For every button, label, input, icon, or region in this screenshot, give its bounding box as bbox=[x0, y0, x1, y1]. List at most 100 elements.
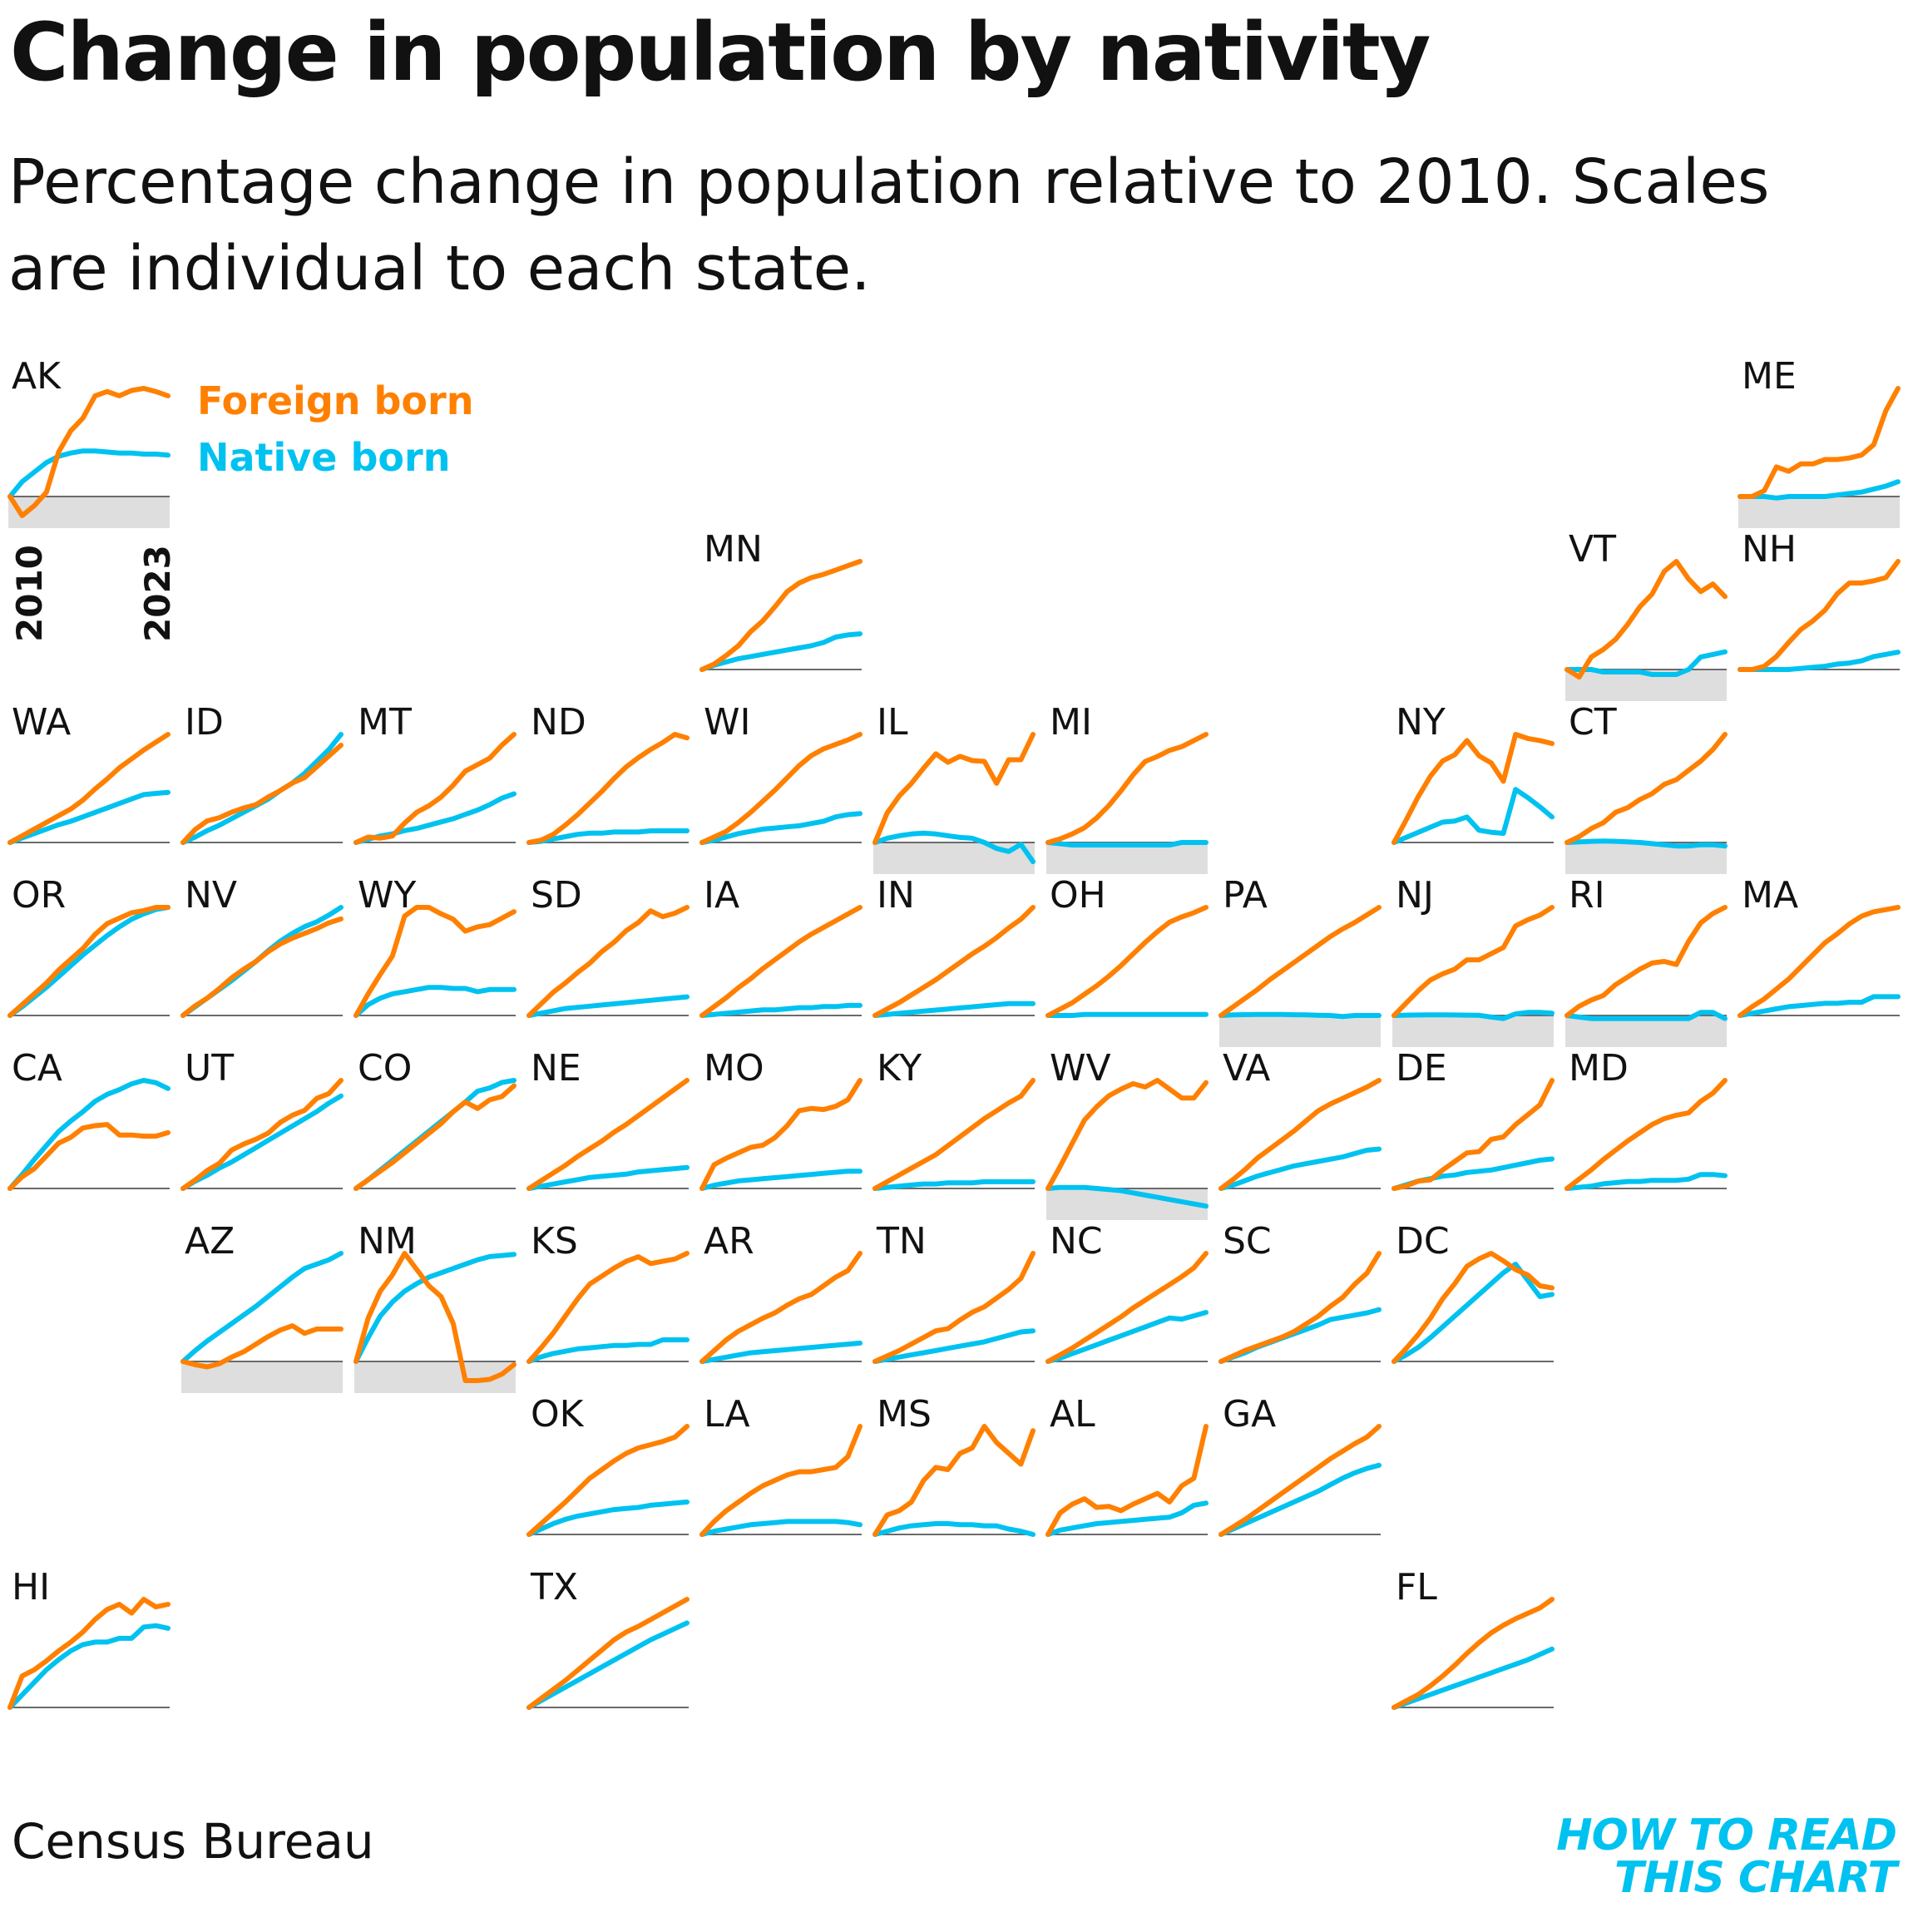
tile-wv: WV bbox=[1045, 1047, 1209, 1220]
source-credit: Census Bureau bbox=[12, 1813, 374, 1870]
line-native-born bbox=[1391, 1156, 1555, 1191]
chart-subtitle: Percentage change in population relative… bbox=[8, 146, 1770, 304]
line-foreign-born bbox=[1045, 1078, 1209, 1191]
tile-dc: DC bbox=[1391, 1220, 1555, 1364]
line-foreign-born bbox=[526, 905, 690, 1018]
state-label: TX bbox=[530, 1566, 578, 1608]
line-native-born bbox=[526, 1500, 690, 1537]
line-native-born bbox=[7, 905, 171, 1018]
line-native-born bbox=[872, 1328, 1036, 1364]
line-native-born bbox=[699, 1340, 863, 1364]
state-label: MT bbox=[358, 701, 412, 744]
negative-shading bbox=[1392, 1015, 1554, 1047]
tile-ma: MA bbox=[1738, 874, 1901, 1018]
line-foreign-born bbox=[1738, 905, 1901, 1018]
state-label: ID bbox=[185, 701, 224, 744]
tile-az: AZ bbox=[180, 1220, 344, 1393]
line-native-born bbox=[872, 1178, 1036, 1191]
line-native-born bbox=[1391, 1010, 1555, 1021]
tile-tn: TN bbox=[872, 1220, 1036, 1364]
line-native-born bbox=[1045, 840, 1209, 847]
state-label: NM bbox=[358, 1220, 417, 1262]
line-native-born bbox=[699, 1519, 863, 1537]
tile-wi: WI bbox=[699, 701, 863, 845]
line-native-born bbox=[526, 828, 690, 845]
state-label: SC bbox=[1223, 1220, 1272, 1262]
state-label: OH bbox=[1050, 874, 1106, 917]
line-native-born bbox=[7, 1623, 171, 1710]
tile-sc: SC bbox=[1218, 1220, 1382, 1364]
line-native-born bbox=[1738, 479, 1901, 501]
tile-ok: OK bbox=[526, 1393, 690, 1537]
tile-fl: FL bbox=[1391, 1566, 1555, 1710]
tile-me: ME bbox=[1738, 355, 1901, 528]
line-foreign-born bbox=[699, 905, 863, 1018]
line-foreign-born bbox=[7, 386, 171, 518]
tile-nc: NC bbox=[1045, 1220, 1209, 1364]
state-label: LA bbox=[704, 1393, 750, 1435]
line-foreign-born bbox=[7, 1597, 171, 1710]
legend-native-born: Native born bbox=[197, 435, 450, 480]
legend: Foreign born Native born 2010 2023 bbox=[9, 378, 473, 642]
line-native-born bbox=[699, 1169, 863, 1191]
line-foreign-born bbox=[1391, 1078, 1555, 1191]
line-foreign-born bbox=[1565, 905, 1728, 1018]
state-label: MD bbox=[1569, 1047, 1629, 1090]
negative-shading bbox=[8, 497, 170, 528]
line-native-born bbox=[353, 985, 517, 1018]
chart-title: Change in population by nativity bbox=[10, 6, 1431, 99]
line-foreign-born bbox=[526, 732, 690, 845]
line-foreign-born bbox=[1218, 1424, 1382, 1537]
tile-nd: ND bbox=[526, 701, 690, 845]
tile-nv: NV bbox=[180, 874, 344, 1018]
line-native-born bbox=[1391, 1646, 1555, 1710]
tile-ar: AR bbox=[699, 1220, 863, 1364]
legend-foreign-born: Foreign born bbox=[197, 378, 473, 423]
tile-nm: NM bbox=[353, 1220, 517, 1393]
tile-ct: CT bbox=[1565, 701, 1728, 874]
line-native-born bbox=[1218, 1307, 1382, 1364]
line-foreign-born bbox=[7, 905, 171, 1018]
line-native-born bbox=[1565, 1010, 1728, 1021]
line-foreign-born bbox=[1565, 1078, 1728, 1191]
brand-line-1: HOW TO READ bbox=[1556, 1811, 1897, 1860]
line-foreign-born bbox=[872, 1078, 1036, 1191]
state-label: DE bbox=[1396, 1047, 1447, 1090]
state-label: VT bbox=[1569, 528, 1616, 571]
state-label: SD bbox=[531, 874, 582, 917]
tile-vt: VT bbox=[1565, 528, 1728, 701]
tile-ny: NY bbox=[1391, 701, 1555, 845]
line-native-born bbox=[180, 1251, 344, 1364]
line-foreign-born bbox=[7, 1122, 171, 1191]
line-foreign-born bbox=[1391, 1597, 1555, 1710]
line-native-born bbox=[180, 732, 344, 845]
state-label: WA bbox=[12, 701, 71, 744]
state-label: VA bbox=[1223, 1047, 1270, 1090]
tile-ne: NE bbox=[526, 1047, 690, 1191]
line-foreign-born bbox=[353, 1083, 517, 1191]
state-label: IL bbox=[877, 701, 908, 744]
tile-mo: MO bbox=[699, 1047, 863, 1191]
state-label: IA bbox=[704, 874, 739, 917]
state-label: ME bbox=[1742, 355, 1797, 398]
state-label: WY bbox=[358, 874, 417, 917]
tile-mi: MI bbox=[1045, 701, 1209, 874]
line-foreign-born bbox=[7, 732, 171, 845]
state-label: ND bbox=[531, 701, 586, 744]
line-foreign-born bbox=[1045, 1251, 1209, 1364]
line-foreign-born bbox=[526, 1597, 690, 1710]
line-foreign-born bbox=[180, 1323, 344, 1370]
state-label: OR bbox=[12, 874, 66, 917]
state-label: AL bbox=[1050, 1393, 1095, 1435]
negative-shading bbox=[1738, 497, 1900, 528]
line-native-born bbox=[1218, 1146, 1382, 1191]
tile-sd: SD bbox=[526, 874, 690, 1018]
state-label: FL bbox=[1396, 1566, 1437, 1608]
line-native-born bbox=[180, 1093, 344, 1191]
tile-id: ID bbox=[180, 701, 344, 845]
line-foreign-born bbox=[526, 1078, 690, 1191]
line-foreign-born bbox=[526, 1251, 690, 1364]
line-native-born bbox=[526, 1164, 690, 1191]
line-native-born bbox=[7, 448, 171, 499]
negative-shading bbox=[1046, 842, 1208, 874]
